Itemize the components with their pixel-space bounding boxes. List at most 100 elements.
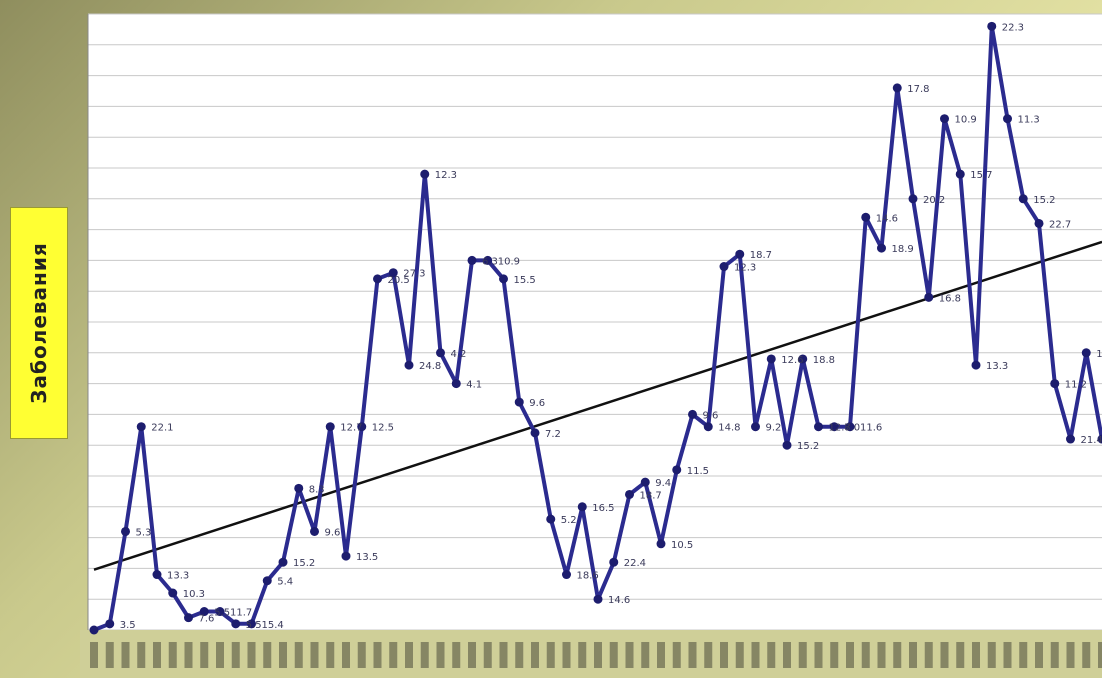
x-tick-label: [499, 642, 508, 668]
x-tick-label: [893, 642, 902, 668]
data-point: [892, 83, 902, 93]
x-tick-label: [342, 642, 350, 668]
x-tick-label: [468, 642, 476, 668]
data-point: [656, 539, 666, 549]
data-label: 7.6: [199, 614, 215, 625]
x-tick-label: [1082, 642, 1091, 668]
x-tick-label: [798, 642, 807, 668]
data-label: 18.4: [1096, 349, 1102, 360]
x-tick-label: [609, 642, 618, 668]
data-label: 22.4: [624, 558, 646, 569]
data-point: [735, 249, 745, 259]
x-tick-label: [121, 642, 130, 668]
x-tick-label: [877, 642, 886, 668]
data-label: 9.6: [703, 410, 719, 421]
x-tick-label: [184, 642, 193, 668]
data-label: 20.5: [388, 275, 410, 286]
y-axis-label: Заболевания: [27, 242, 51, 404]
data-label: 12.3: [435, 170, 457, 181]
data-label: 18.7: [750, 250, 772, 261]
x-tick-label: [830, 642, 839, 668]
x-tick-label: [1019, 642, 1028, 668]
data-point: [845, 422, 855, 432]
x-tick-label: [231, 642, 240, 668]
data-point: [325, 422, 335, 432]
data-point: [357, 422, 367, 432]
data-label: 10.9: [498, 256, 520, 267]
data-label: 12.7: [829, 423, 851, 434]
data-label: 18.9: [892, 244, 914, 255]
x-tick-label: [1050, 642, 1059, 668]
data-label: 22.1: [151, 423, 173, 434]
data-point: [420, 169, 430, 179]
x-tick-label: [310, 642, 319, 668]
x-tick-label: [783, 642, 791, 668]
x-tick-label: [373, 642, 382, 668]
data-point: [262, 576, 272, 586]
x-tick-label: [153, 642, 161, 668]
x-tick-label: [168, 642, 177, 668]
data-point: [152, 570, 162, 580]
data-point: [404, 360, 414, 370]
data-label: 3.5: [120, 620, 136, 631]
x-tick-label: [105, 642, 114, 668]
data-point: [719, 262, 729, 272]
data-point: [814, 422, 823, 432]
data-label: 9.6: [325, 527, 341, 538]
x-tick-label: [924, 642, 933, 668]
data-point: [1097, 434, 1102, 444]
data-point: [451, 379, 461, 389]
data-label: 10.9: [955, 115, 977, 126]
data-point: [987, 21, 997, 31]
data-point: [278, 557, 288, 567]
x-tick-label: [767, 642, 776, 668]
data-label: 15.5: [514, 275, 536, 286]
x-tick-label: [940, 642, 949, 668]
x-tick-label: [625, 642, 634, 668]
data-point: [105, 619, 115, 629]
data-point: [593, 594, 603, 604]
data-point: [546, 514, 556, 524]
data-point: [782, 440, 792, 450]
x-tick-label: [546, 642, 555, 668]
x-tick-label: [420, 642, 429, 668]
data-point: [829, 422, 839, 432]
data-label: 5.4: [277, 577, 293, 588]
data-label: 4.1: [466, 380, 482, 391]
data-label: 11.5: [687, 466, 709, 477]
data-point: [766, 354, 776, 364]
x-tick-label: [956, 642, 965, 668]
x-tick-label: [1098, 642, 1102, 668]
data-label: 8.3: [309, 484, 325, 495]
data-point: [436, 348, 445, 358]
data-point: [294, 483, 304, 493]
x-tick-label: [861, 642, 870, 668]
data-label: 22.7: [1049, 219, 1071, 230]
data-point: [514, 397, 524, 407]
data-point: [1066, 434, 1075, 444]
x-tick-label: [452, 642, 461, 668]
data-point: [1034, 218, 1044, 228]
data-point: [483, 255, 493, 265]
x-tick-label: [247, 642, 256, 668]
data-point: [168, 588, 178, 598]
data-label: 7.2: [545, 429, 561, 440]
data-point: [971, 360, 981, 370]
x-tick-label: [263, 642, 272, 668]
data-label: 15.7: [970, 170, 992, 181]
y-axis-label-box: Заболевания: [10, 207, 68, 439]
data-label: 18.8: [813, 355, 835, 366]
data-label: 17.8: [907, 84, 929, 95]
x-tick-label: [436, 642, 445, 668]
x-tick-label: [326, 642, 335, 668]
data-label: 11.3: [1018, 115, 1040, 126]
x-tick-label: [1035, 642, 1043, 668]
data-label: 8.0: [844, 423, 860, 434]
x-tick-label: [137, 642, 146, 668]
data-label: 15.2: [1033, 195, 1055, 206]
x-tick-label: [594, 642, 602, 668]
x-tick-label: [294, 642, 303, 668]
data-point: [1018, 194, 1028, 204]
data-label: 11.2: [1065, 380, 1087, 391]
x-tick-label: [846, 642, 854, 668]
